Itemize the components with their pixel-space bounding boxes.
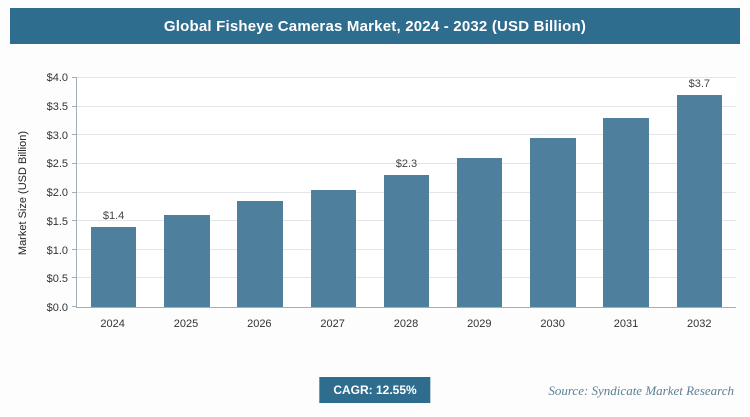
bar [530, 138, 576, 307]
chart-title: Global Fisheye Cameras Market, 2024 - 20… [163, 17, 587, 35]
x-tick-label: 2030 [540, 318, 565, 330]
bar-slot [223, 78, 296, 307]
y-axis-title-text: Market Size (USD Billion) [17, 130, 29, 256]
bar [383, 175, 430, 307]
bar-value-label: $1.4 [102, 209, 125, 222]
source-note: Source: Syndicate Market Research [548, 383, 734, 398]
gridline [77, 105, 736, 107]
x-tick-label: 2026 [247, 318, 272, 330]
y-tick-mark [72, 134, 77, 136]
bar [237, 201, 283, 307]
bar-slot [516, 78, 589, 307]
y-tick-label: $0.0 [46, 302, 68, 314]
y-tick-mark [72, 77, 77, 78]
gridline [77, 134, 736, 136]
bar-slot: $3.7 [663, 78, 736, 307]
x-tick-label: 2027 [320, 318, 345, 330]
y-tick-mark [72, 306, 77, 307]
y-tick-label: $0.5 [46, 273, 68, 286]
y-tick-mark [72, 220, 77, 222]
x-axis-labels: 2024 2025 2026 2027 2028 2029 2030 2031 2032 [76, 308, 736, 340]
bar [310, 189, 356, 307]
bar [676, 95, 723, 307]
bar-value-label: $2.3 [395, 158, 418, 171]
y-tick-label: $4.0 [46, 72, 68, 84]
y-tick-label: $2.5 [46, 158, 68, 171]
x-tick-label: 2029 [467, 318, 492, 330]
x-tick-label: 2032 [687, 318, 712, 330]
gridline [77, 162, 736, 164]
bar-chart: Market Size (USD Billion) $0.0 $0.5 $1.0 $1… [12, 72, 736, 340]
gridline [77, 77, 736, 78]
bar-slot: $1.4 [77, 78, 150, 307]
x-tick-label: 2031 [613, 318, 639, 330]
bar [164, 215, 210, 307]
y-axis-title: Market Size (USD Billion) [12, 78, 34, 308]
y-tick-label: $3.0 [46, 129, 68, 142]
cagr-badge: CAGR: 12.55% [319, 377, 431, 403]
bar-slot [150, 78, 223, 307]
bar [90, 226, 137, 307]
bar-slot [443, 78, 516, 307]
bar-slot [297, 78, 370, 307]
bar [603, 118, 649, 307]
y-tick-label: $2.0 [46, 187, 68, 199]
y-tick-mark [72, 105, 77, 107]
y-tick-mark [72, 248, 77, 250]
y-axis-ticks: $0.0 $0.5 $1.0 $1.5 $2.0 $2.5 $3.0 $3.5 $4.0 [34, 72, 76, 314]
bar-slot: $2.3 [370, 78, 443, 307]
y-tick-label: $1.5 [46, 215, 68, 228]
chart-title-bar: Global Fisheye Cameras Market, 2024 - 20… [10, 8, 740, 44]
x-tick-label: 2024 [100, 318, 125, 330]
y-tick-mark [72, 162, 77, 164]
y-tick-label: $3.5 [46, 100, 68, 113]
y-tick-mark [72, 191, 77, 193]
bar-slot [590, 78, 663, 307]
bar [457, 158, 503, 307]
x-tick-label: 2025 [173, 318, 199, 330]
plot-area: $1.4 $2.3 $3.7 [72, 77, 736, 308]
x-tick-label: 2028 [393, 318, 419, 330]
y-tick-mark [72, 277, 77, 279]
y-tick-label: $1.0 [46, 244, 68, 257]
bars-container: $1.4 $2.3 $3.7 [77, 78, 736, 307]
bar-value-label: $3.7 [688, 78, 711, 91]
